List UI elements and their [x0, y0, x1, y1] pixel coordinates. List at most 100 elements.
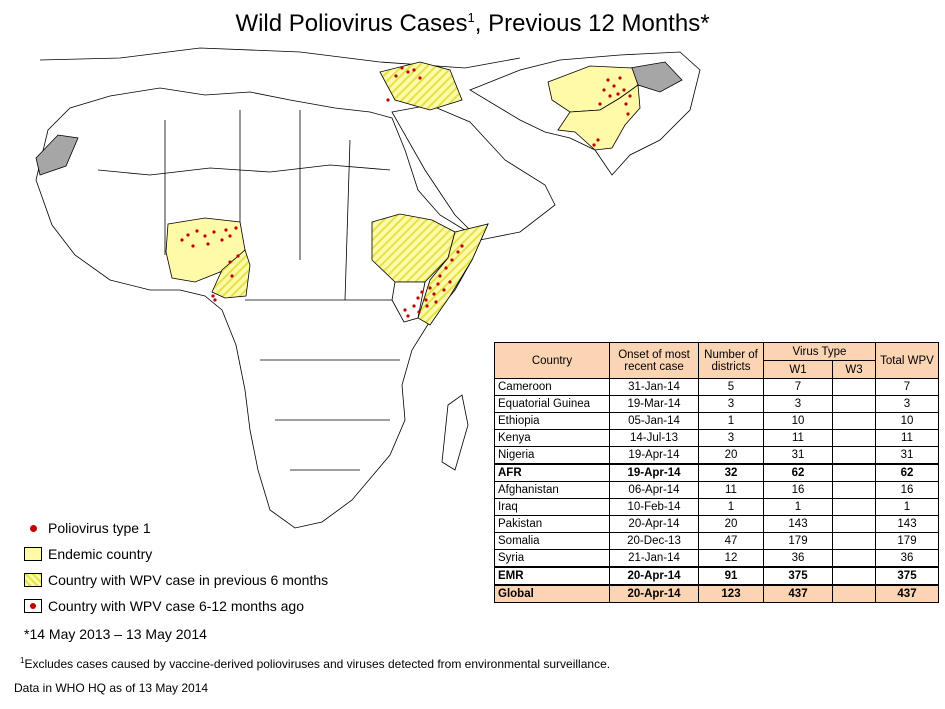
arabia-outline [391, 104, 556, 241]
cell-w1: 16 [763, 481, 833, 499]
cell-w3 [832, 446, 876, 465]
cell-total: 16 [875, 481, 939, 499]
cell-total: 1 [875, 498, 939, 516]
cell-onset: 06-Apr-14 [609, 481, 699, 499]
cell-country: Afghanistan [494, 481, 610, 499]
map-title: Wild Poliovirus Cases1, Previous 12 Mont… [235, 10, 710, 37]
africa-outline [35, 87, 489, 529]
header-districts: Number of districts [698, 342, 764, 379]
table-row: Ethiopia 05-Jan-14 1 10 10 [494, 412, 939, 430]
cell-w3 [832, 584, 876, 603]
cell-w3 [832, 378, 876, 396]
cell-districts: 12 [698, 549, 764, 568]
somalia [417, 223, 489, 326]
pakistan [557, 84, 641, 151]
western-sahara [35, 134, 79, 176]
cell-country: Syria [494, 549, 610, 568]
cell-districts: 123 [698, 584, 764, 603]
cell-country: Nigeria [494, 446, 610, 465]
cell-w1: 7 [763, 378, 833, 396]
red-dot-icon [30, 524, 37, 532]
cell-onset: 20-Apr-14 [609, 584, 699, 603]
africa-asia-map [35, 47, 701, 529]
case-dots [180, 66, 632, 318]
table-row: AFR 19-Apr-14 32 62 62 [494, 463, 939, 482]
cell-districts: 1 [698, 498, 764, 516]
cell-onset: 19-Mar-14 [609, 395, 699, 413]
legend-hatched: Country with WPV case in previous 6 mont… [24, 567, 328, 593]
cell-districts: 20 [698, 446, 764, 465]
cell-country: Cameroon [494, 378, 610, 396]
header-virus-type: Virus Type [763, 342, 876, 361]
cell-w3 [832, 395, 876, 413]
cell-w3 [832, 532, 876, 550]
cell-w1: 10 [763, 412, 833, 430]
hatched-swatch [24, 573, 42, 587]
cell-onset: 14-Jul-13 [609, 429, 699, 447]
cell-country: Pakistan [494, 515, 610, 533]
cases-table: Country Onset of most recent case Number… [494, 342, 939, 603]
cell-onset: 21-Jan-14 [609, 549, 699, 568]
cell-w1: 31 [763, 446, 833, 465]
header-total: Total WPV [875, 342, 939, 379]
data-source-line: Data in WHO HQ as of 13 May 2014 [14, 681, 209, 695]
cell-country: Ethiopia [494, 412, 610, 430]
cell-country: Somalia [494, 532, 610, 550]
cell-onset: 05-Jan-14 [609, 412, 699, 430]
header-w1: W1 [763, 360, 833, 379]
legend-case-dot: Poliovirus type 1 [24, 515, 328, 541]
cell-country: EMR [494, 566, 610, 586]
cell-onset: 20-Apr-14 [609, 515, 699, 533]
cell-onset: 19-Apr-14 [609, 446, 699, 465]
cell-country: Kenya [494, 429, 610, 447]
header-onset: Onset of most recent case [609, 342, 699, 379]
cell-total: 375 [875, 566, 939, 586]
cameroon [211, 249, 251, 299]
cell-districts: 3 [698, 395, 764, 413]
table-row: Syria 21-Jan-14 12 36 36 [494, 549, 939, 568]
cell-country: Equatorial Guinea [494, 395, 610, 413]
header-country: Country [494, 342, 610, 379]
cell-total: 62 [875, 463, 939, 482]
cell-districts: 1 [698, 412, 764, 430]
cell-w1: 375 [763, 566, 833, 586]
table-row: Equatorial Guinea 19-Mar-14 3 3 3 [494, 395, 939, 413]
table-body: Cameroon 31-Jan-14 5 7 7 Equatorial Guinea 19-… [494, 378, 939, 603]
cell-districts: 3 [698, 429, 764, 447]
cell-districts: 5 [698, 378, 764, 396]
cell-onset: 19-Apr-14 [609, 463, 699, 482]
syria-iraq [379, 61, 463, 111]
cell-w1: 11 [763, 429, 833, 447]
endemic-swatch [24, 547, 42, 561]
cell-w1: 179 [763, 532, 833, 550]
table-row: Somalia 20-Dec-13 47 179 179 [494, 532, 939, 550]
cell-w1: 62 [763, 463, 833, 482]
cell-country: Iraq [494, 498, 610, 516]
cell-total: 437 [875, 584, 939, 603]
cell-total: 143 [875, 515, 939, 533]
cell-total: 31 [875, 446, 939, 465]
legend-dot-box: Country with WPV case 6-12 months ago [24, 593, 328, 619]
cell-w3 [832, 498, 876, 516]
cell-total: 36 [875, 549, 939, 568]
cell-districts: 47 [698, 532, 764, 550]
cell-onset: 31-Jan-14 [609, 378, 699, 396]
cell-w3 [832, 481, 876, 499]
cell-districts: 32 [698, 463, 764, 482]
table-row: Kenya 14-Jul-13 3 11 11 [494, 429, 939, 447]
cell-country: AFR [494, 463, 610, 482]
cell-onset: 20-Apr-14 [609, 566, 699, 586]
header-w3: W3 [832, 360, 876, 379]
dot-box-swatch [24, 599, 42, 613]
cell-total: 7 [875, 378, 939, 396]
cell-w3 [832, 515, 876, 533]
asia-outline [469, 51, 701, 176]
kenya [391, 281, 426, 323]
cell-w1: 36 [763, 549, 833, 568]
table-row: Nigeria 19-Apr-14 20 31 31 [494, 446, 939, 465]
cell-w3 [832, 549, 876, 568]
cell-onset: 10-Feb-14 [609, 498, 699, 516]
cell-onset: 20-Dec-13 [609, 532, 699, 550]
table-row: Iraq 10-Feb-14 1 1 1 [494, 498, 939, 516]
cell-districts: 11 [698, 481, 764, 499]
